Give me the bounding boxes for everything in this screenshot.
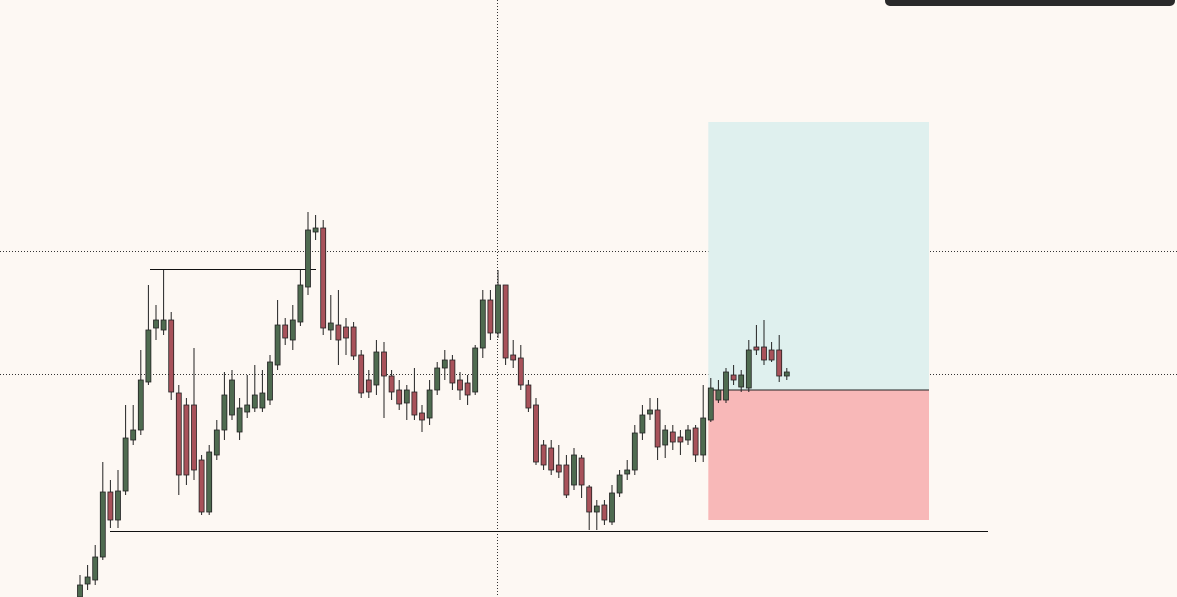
candle-body <box>745 349 752 389</box>
toolbar[interactable] <box>885 0 1175 6</box>
candle-body <box>396 389 403 405</box>
candle-body <box>305 229 311 288</box>
candle-body <box>343 326 349 339</box>
candle-body <box>282 324 289 339</box>
candle-body <box>715 389 722 401</box>
candle-body <box>221 394 228 431</box>
candle-body <box>753 346 760 351</box>
candle-body <box>441 359 448 369</box>
candle-body <box>419 412 425 421</box>
candle-body <box>434 367 441 391</box>
candle-body <box>525 384 532 409</box>
candle-body <box>312 227 319 233</box>
candle-body <box>624 469 631 475</box>
candle-body <box>457 379 463 391</box>
candle-body <box>510 354 517 361</box>
plot <box>77 122 988 597</box>
candle-body <box>502 284 509 359</box>
candle-body <box>609 492 615 523</box>
candle-body <box>153 319 159 329</box>
candle-body <box>669 431 676 443</box>
candle-body <box>191 404 197 471</box>
candle-body <box>411 391 418 416</box>
candle-body <box>115 490 121 521</box>
candle-body <box>320 227 327 329</box>
candle-body <box>662 429 669 446</box>
candle-body <box>244 404 251 413</box>
candle-body <box>175 392 182 476</box>
candle-body <box>449 359 456 384</box>
candle-body <box>677 436 684 443</box>
candle-body <box>92 556 99 581</box>
position-target <box>708 122 929 390</box>
candle-body <box>768 349 775 361</box>
candle-body <box>578 457 585 486</box>
candle-body <box>761 346 767 361</box>
candle-body <box>616 474 623 494</box>
candle-body <box>654 409 661 448</box>
candle-body <box>99 491 106 558</box>
candle-body <box>289 319 296 341</box>
candle-body <box>381 351 387 377</box>
candle-body <box>647 409 653 415</box>
candle-body <box>388 375 395 393</box>
candle-body <box>183 404 190 476</box>
candle-body <box>259 392 266 409</box>
candle-body <box>495 284 501 334</box>
candle-body <box>358 354 365 394</box>
candle-body <box>593 505 600 513</box>
candle-body <box>403 389 410 404</box>
candle-body <box>274 324 281 366</box>
candle-body <box>122 437 129 492</box>
candle-body <box>776 349 783 377</box>
candle-body <box>77 584 83 597</box>
candle-body <box>730 374 737 381</box>
candle-body <box>426 389 433 419</box>
candle-body <box>586 486 593 513</box>
candle-body <box>130 429 137 441</box>
candle-body <box>738 374 745 388</box>
candle-body <box>335 324 342 341</box>
candle-body <box>365 379 372 393</box>
candle-body <box>350 326 357 357</box>
candle-body <box>783 371 790 377</box>
candle-body <box>571 454 577 486</box>
candle-body <box>631 432 638 471</box>
candle-body <box>229 379 235 416</box>
candle-body <box>555 464 562 473</box>
candle-body <box>297 284 304 323</box>
candle-body <box>168 319 175 393</box>
candle-body <box>700 417 707 456</box>
candle-body <box>206 451 213 513</box>
candle-body <box>692 427 699 456</box>
candle-body <box>198 459 205 513</box>
candle-body <box>145 329 152 383</box>
candle-body <box>373 351 380 386</box>
candle-body <box>707 387 714 421</box>
candle-body <box>563 464 570 496</box>
candle-body <box>251 394 258 409</box>
candle-body <box>601 504 608 521</box>
candle-body <box>548 447 555 471</box>
candle-body <box>487 299 494 334</box>
candle-body <box>517 357 524 386</box>
candle-body <box>723 371 729 401</box>
candle-body <box>464 382 471 396</box>
candle-body <box>107 491 114 521</box>
candle-body <box>479 299 486 349</box>
candle-body <box>533 404 539 463</box>
candle-body <box>160 319 167 331</box>
candle-body <box>639 414 646 434</box>
candle-body <box>236 407 243 433</box>
candle-body <box>213 429 220 456</box>
candle-body <box>540 444 547 466</box>
candle-body <box>685 429 691 441</box>
candle-body <box>267 361 273 401</box>
candle-body <box>84 576 91 585</box>
candle-body <box>472 347 479 393</box>
candle-body <box>327 322 334 331</box>
candle-body <box>137 379 144 431</box>
position-stop <box>708 390 929 520</box>
